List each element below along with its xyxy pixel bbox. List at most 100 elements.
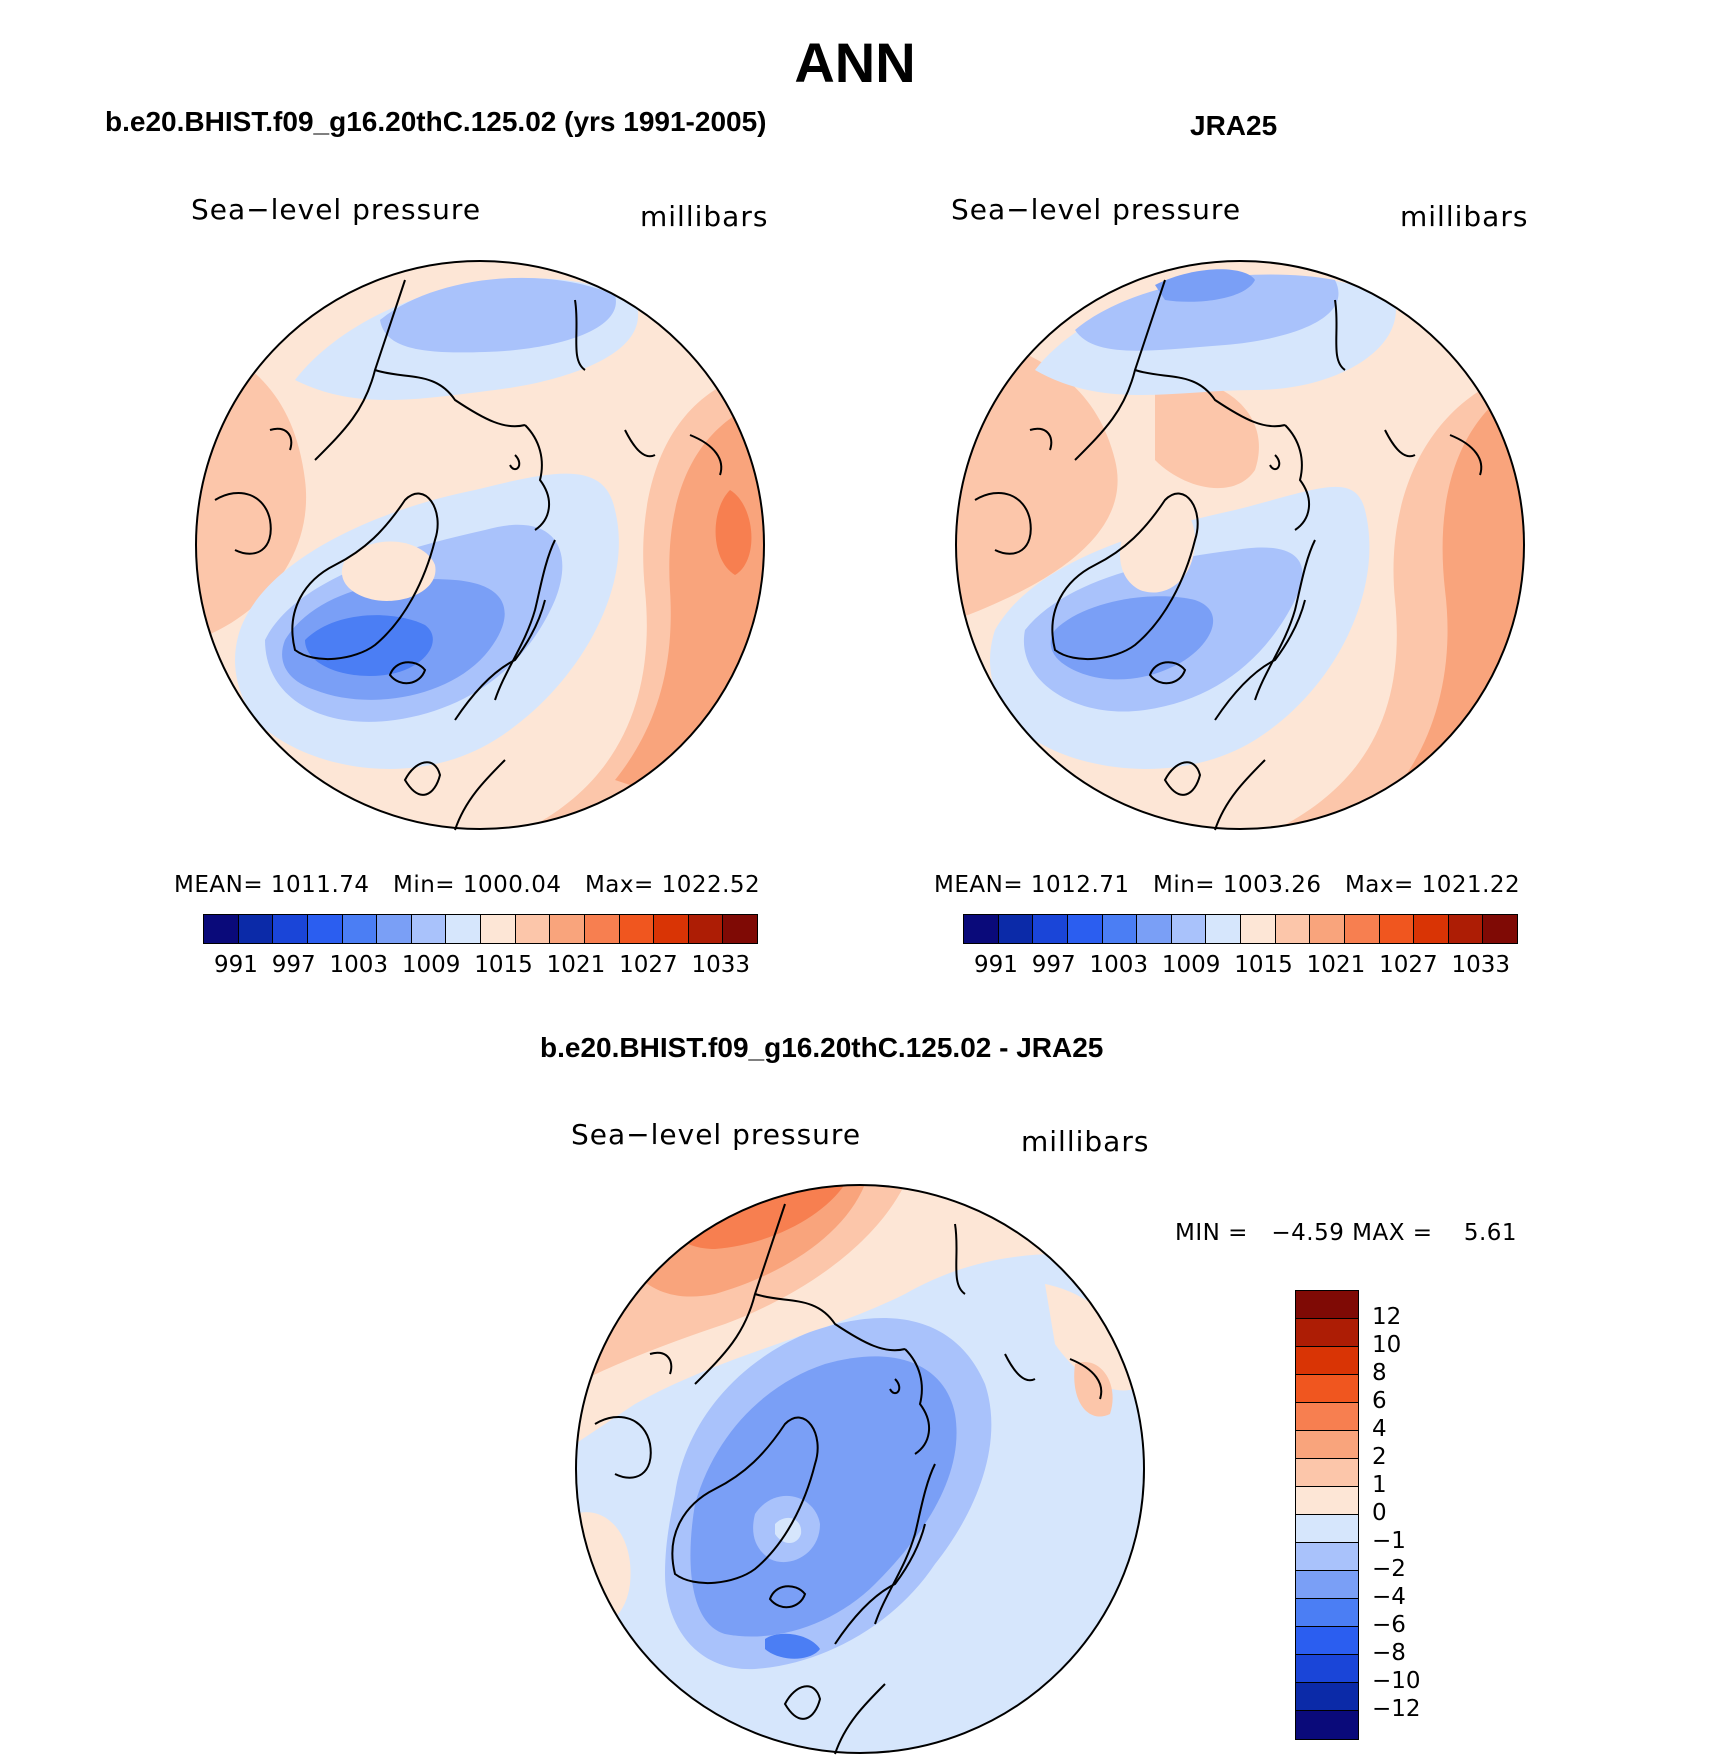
diff-panel-title: b.e20.BHIST.f09_g16.20thC.125.02 - JRA25 (540, 1032, 1104, 1063)
model-colorbar-swatch (238, 915, 274, 943)
obs-colorbar-swatch (1310, 915, 1345, 943)
obs-colorbar-swatch (1414, 915, 1449, 943)
obs-colorbar-swatch (1033, 915, 1068, 943)
obs-colorbar-swatch (1379, 915, 1415, 943)
obs-fill-m2-pacific (1075, 274, 1339, 351)
diff-colorbar-ticks: 12 10 8 6 4 2 1 0 −1 −2 −4 −6 −8 −10 −12 (1372, 1290, 1452, 1755)
diff-colorbar-swatch (1296, 1431, 1358, 1459)
model-colorbar-swatch (307, 915, 343, 943)
obs-colorbar-swatch (998, 915, 1034, 943)
model-colorbar-tick: 1021 (546, 952, 606, 978)
obs-colorbar-swatch (1067, 915, 1103, 943)
model-colorbar-swatch (515, 915, 551, 943)
diff-colorbar-tick: −4 (1372, 1584, 1406, 1610)
diff-colorbar-swatch (1296, 1347, 1358, 1375)
obs-min-value: 1003.26 (1222, 872, 1322, 898)
model-polar-map (195, 260, 765, 831)
model-mean-label: MEAN= (174, 872, 264, 898)
obs-colorbar-tick: 1003 (1089, 952, 1149, 978)
model-colorbar-swatch (273, 915, 308, 943)
model-colorbar-swatch (654, 915, 689, 943)
diff-colorbar-swatch (1296, 1487, 1358, 1515)
model-colorbar-tick: 1027 (619, 952, 678, 978)
diff-max-value: 5.61 (1463, 1220, 1518, 1246)
diff-polar-map (575, 1184, 1145, 1755)
diff-colorbar-swatch (1296, 1543, 1358, 1571)
obs-mean-value: 1012.71 (1030, 872, 1130, 898)
diff-colorbar-tick: 2 (1372, 1444, 1387, 1470)
diff-colorbar-tick: 8 (1372, 1360, 1387, 1386)
diff-colorbar-swatch (1296, 1515, 1358, 1543)
model-colorbar-tick: 1033 (691, 952, 750, 978)
diff-colorbar-swatch (1296, 1403, 1358, 1431)
obs-colorbar-tick: 1033 (1451, 952, 1510, 978)
diff-colorbar-swatch (1296, 1291, 1358, 1319)
diff-colorbar-swatch (1296, 1711, 1358, 1739)
diff-colorbar-tick: −1 (1372, 1528, 1406, 1554)
model-min-value: 1000.04 (462, 872, 562, 898)
model-colorbar-ticks: 991 997 1003 1009 1015 1021 1027 1033 (214, 952, 750, 978)
diff-colorbar-swatch (1296, 1655, 1358, 1683)
obs-colorbar-swatch (964, 915, 999, 943)
obs-colorbar (963, 914, 1518, 944)
obs-fill-m3-aleutian (1155, 269, 1255, 302)
diff-colorbar-swatch (1296, 1375, 1358, 1403)
model-colorbar-swatch (342, 915, 378, 943)
diff-colorbar-tick: 12 (1372, 1304, 1402, 1330)
diff-fill-m4-iceland (765, 1633, 820, 1659)
diff-variable-label: Sea−level pressure (571, 1118, 862, 1151)
diff-colorbar-tick: −8 (1372, 1640, 1406, 1666)
model-colorbar-tick: 1003 (329, 952, 389, 978)
model-colorbar-swatch (481, 915, 516, 943)
obs-colorbar-swatch (1275, 915, 1311, 943)
obs-max-label: Max= (1344, 872, 1414, 898)
model-stats: MEAN= 1011.74 Min= 1000.04 Max= 1022.52 (174, 872, 760, 898)
obs-colorbar-ticks: 991 997 1003 1009 1015 1021 1027 1033 (974, 952, 1510, 978)
model-coastlines (214, 279, 723, 831)
model-colorbar-tick: 1015 (474, 952, 533, 978)
model-colorbar-swatch (446, 915, 481, 943)
model-mean-value: 1011.74 (270, 872, 370, 898)
figure-title: ANN (794, 31, 916, 94)
obs-colorbar-tick: 1027 (1379, 952, 1438, 978)
model-colorbar-swatch (377, 915, 412, 943)
diff-colorbar-swatch (1296, 1319, 1358, 1347)
diff-colorbar-tick: −12 (1372, 1696, 1421, 1722)
obs-colorbar-swatch (1483, 915, 1517, 943)
obs-colorbar-tick: 1021 (1306, 952, 1366, 978)
model-variable-label: Sea−level pressure (191, 193, 482, 226)
diff-colorbar-swatch (1296, 1459, 1358, 1487)
obs-colorbar-tick: 1009 (1161, 952, 1221, 978)
diff-colorbar-tick: −6 (1372, 1612, 1406, 1638)
obs-mean-label: MEAN= (934, 872, 1024, 898)
diff-colorbar-tick: 10 (1372, 1332, 1402, 1358)
model-panel-title: b.e20.BHIST.f09_g16.20thC.125.02 (yrs 19… (105, 106, 767, 137)
obs-variable-label: Sea−level pressure (951, 193, 1242, 226)
model-colorbar-tick: 997 (271, 952, 316, 978)
diff-coastlines (594, 1203, 1103, 1755)
diff-colorbar (1295, 1290, 1359, 1740)
obs-stats: MEAN= 1012.71 Min= 1003.26 Max= 1021.22 (934, 872, 1520, 898)
diff-min-value: −4.59 (1271, 1220, 1345, 1246)
diff-stats: MIN = −4.59 MAX = 5.61 (1175, 1220, 1517, 1246)
diff-fill-p2-east (1074, 1362, 1113, 1417)
obs-units-label: millibars (1400, 200, 1529, 233)
model-colorbar-swatch (723, 915, 757, 943)
model-units-label: millibars (640, 200, 769, 233)
obs-fill-p2-central (1155, 378, 1259, 489)
diff-colorbar-tick: 6 (1372, 1388, 1387, 1414)
diff-colorbar-swatch (1296, 1627, 1358, 1655)
model-max-label: Max= (584, 872, 654, 898)
diff-colorbar-tick: −2 (1372, 1556, 1406, 1582)
diff-max-label: MAX = (1352, 1220, 1433, 1246)
obs-colorbar-swatch (1171, 915, 1207, 943)
diff-colorbar-tick: −10 (1372, 1668, 1421, 1694)
model-colorbar-swatch (619, 915, 655, 943)
model-colorbar (203, 914, 758, 944)
diff-colorbar-tick: 4 (1372, 1416, 1387, 1442)
obs-coastlines (974, 279, 1483, 831)
diff-fill-p1-east (1045, 1284, 1144, 1391)
model-max-value: 1022.52 (661, 872, 761, 898)
obs-polar-map (955, 260, 1525, 831)
model-colorbar-swatch (688, 915, 724, 943)
